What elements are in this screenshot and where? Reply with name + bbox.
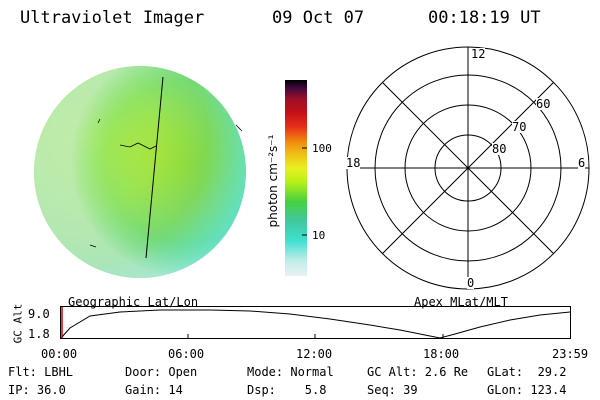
x-tick-label: 00:00	[41, 347, 78, 361]
altitude-ymax: 9.0	[28, 307, 50, 321]
altitude-plot	[60, 306, 571, 339]
coastline-fragment	[97, 118, 101, 124]
gain-info: Gain: 14	[125, 383, 183, 397]
altitude-plot-frame	[60, 306, 571, 339]
date-label: 09 Oct 07	[272, 8, 365, 28]
x-tick-label: 06:00	[168, 347, 205, 361]
polar-axis-diagonal	[382, 82, 554, 254]
mlat-label-60: 60	[536, 97, 551, 111]
glon-info: GLon: 123.4	[487, 383, 567, 397]
dsp-info: Dsp: 5.8	[247, 383, 327, 397]
colorbar-unit-label: photon cm⁻²s⁻¹	[266, 134, 280, 228]
polar-plot	[346, 46, 590, 290]
mlt-label-6: 6	[578, 156, 586, 170]
colorbar	[285, 80, 307, 276]
x-tick-label: 23:59	[552, 347, 589, 361]
mlt-label-12: 12	[471, 47, 486, 61]
disk-overlay	[34, 66, 246, 278]
altitude-ymin: 1.8	[28, 327, 50, 341]
gc-alt-info: GC Alt: 2.6 Re	[367, 365, 469, 379]
mode-info: Mode: Normal	[247, 365, 334, 379]
projection-label: Geographic Lat/Lon	[68, 295, 199, 309]
uv-image-disk	[34, 66, 246, 278]
seq-info: Seq: 39	[367, 383, 418, 397]
x-tick-label: 12:00	[296, 347, 333, 361]
colorbar-tick-10: 10	[312, 229, 326, 242]
meridian-line	[145, 76, 164, 259]
ip-info: IP: 36.0	[8, 383, 66, 397]
mlat-label-80: 80	[492, 142, 507, 156]
mlt-label-0: 0	[467, 276, 475, 290]
filter-info: Flt: LBHL	[8, 365, 74, 379]
coastline-fragment	[119, 142, 157, 150]
time-label: 00:18:19 UT	[428, 8, 541, 28]
colorbar-fill	[285, 80, 307, 276]
polar-coordinate-label: Apex MLat/MLT	[414, 295, 508, 309]
coastline-fragment	[235, 124, 243, 132]
door-info: Door: Open	[125, 365, 198, 379]
mlt-label-18: 18	[346, 156, 361, 170]
glat-info: GLat: 29.2	[487, 365, 567, 379]
coastline-fragment	[89, 244, 97, 248]
altitude-curve	[60, 309, 571, 339]
colorbar-tick-100: 100	[312, 142, 332, 155]
altitude-axis-label: GC Alt	[11, 303, 25, 344]
x-tick-label: 18:00	[423, 347, 460, 361]
mlat-label-70: 70	[512, 120, 527, 134]
instrument-title: Ultraviolet Imager	[20, 8, 205, 28]
